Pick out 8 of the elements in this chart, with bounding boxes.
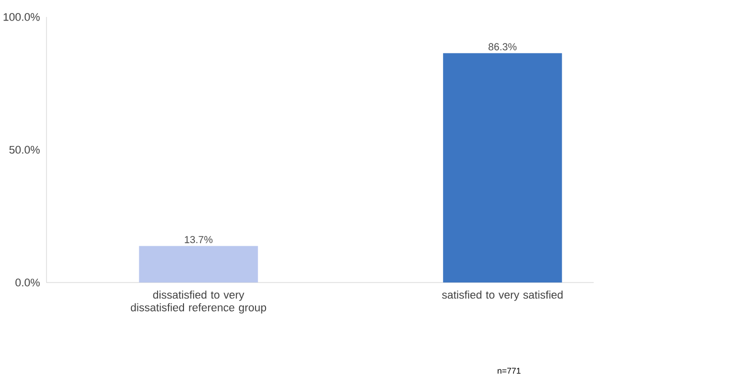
- x-tick-label: dissatisfied to very dissatisfied reference group: [130, 290, 266, 314]
- text: n=771: [498, 368, 520, 374]
- y-tick-label: 50.0%: [9, 146, 40, 154]
- data-label: 13.7%: [184, 236, 213, 244]
- data-label: 86.3%: [488, 43, 517, 51]
- x-tick-label: satisfied to very satisfied: [442, 290, 563, 302]
- y-tick-label: 0.0%: [15, 278, 40, 287]
- y-tick-label: 100.0%: [4, 13, 40, 22]
